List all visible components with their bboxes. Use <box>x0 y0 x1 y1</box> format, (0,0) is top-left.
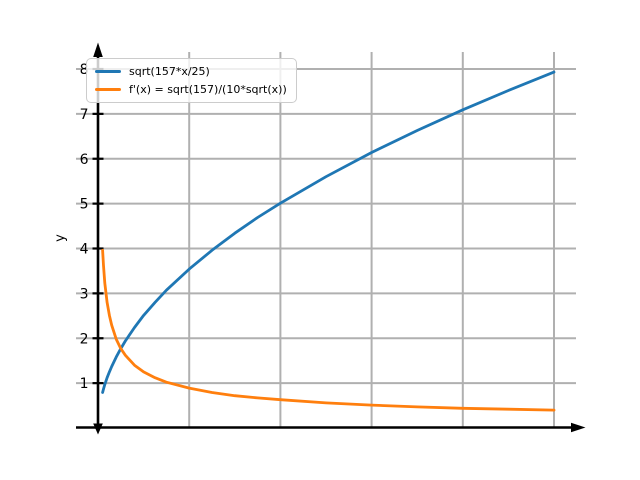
y-tick-label: 8 <box>80 62 89 78</box>
legend-entry-1: sqrt(157*x/25) <box>95 64 287 79</box>
curve-series-2 <box>101 248 556 412</box>
legend-entry-2: f'(x) = sqrt(157)/(10*sqrt(x)) <box>95 82 287 97</box>
x-axis-right-arrow-icon <box>571 422 586 433</box>
y-tick-label: 4 <box>80 242 89 258</box>
y-tick-label: 5 <box>80 197 89 213</box>
y-axis-up-arrow-icon <box>93 42 103 57</box>
legend-label-2: f'(x) = sqrt(157)/(10*sqrt(x)) <box>129 83 287 96</box>
y-tick-label: 2 <box>80 331 89 347</box>
origin-down-arrow-icon <box>93 423 103 435</box>
legend-line-icon-blue <box>95 70 121 73</box>
y-tick-label: 7 <box>80 107 89 123</box>
y-tick-label: 3 <box>80 286 89 302</box>
legend: sqrt(157*x/25) f'(x) = sqrt(157)/(10*sqr… <box>86 58 297 103</box>
y-tick-label: 6 <box>80 152 89 168</box>
curve-series-1 <box>101 70 556 394</box>
legend-label-1: sqrt(157*x/25) <box>129 65 210 78</box>
y-axis-title: y <box>53 234 68 242</box>
y-tick-label: 1 <box>80 376 89 392</box>
legend-line-icon-orange <box>95 88 121 91</box>
